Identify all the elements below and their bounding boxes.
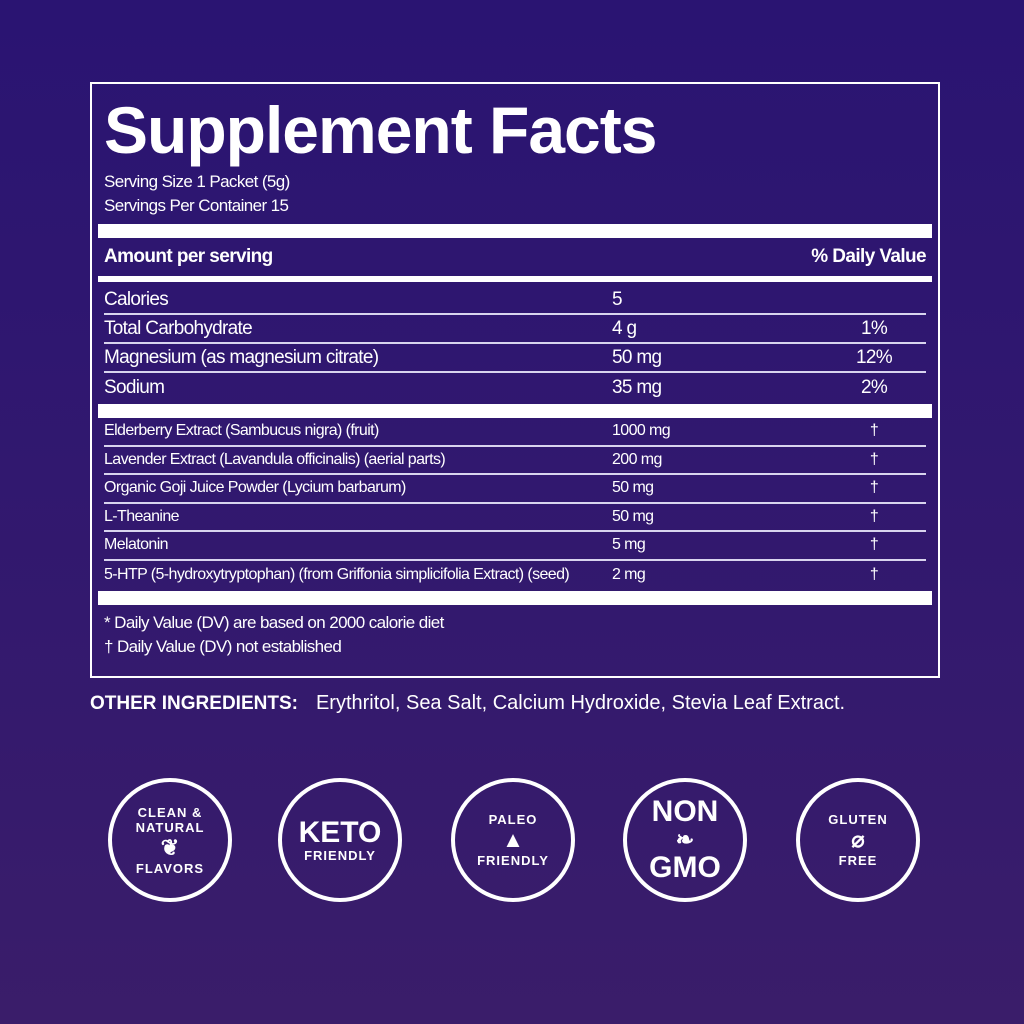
cell-amount: 1000 mg xyxy=(612,422,671,440)
table-row: Sodium 35 mg 2% xyxy=(104,373,926,402)
cell-name: Sodium xyxy=(104,376,165,398)
cell-name: Elderberry Extract (Sambucus nigra) (fru… xyxy=(104,422,379,440)
cell-name: Lavender Extract (Lavandula officinalis)… xyxy=(104,450,446,468)
serving-size: Serving Size 1 Packet (5g) xyxy=(104,172,290,191)
cell-dv: 1% xyxy=(860,317,888,339)
badge-top-text: NON xyxy=(651,795,719,828)
cell-name: Total Carbohydrate xyxy=(104,317,253,339)
footnote: * Daily Value (DV) are based on 2000 cal… xyxy=(104,613,444,632)
cell-amount: 50 mg xyxy=(612,507,654,525)
cell-amount: 5 mg xyxy=(612,536,646,554)
cell-amount: 4 g xyxy=(612,317,637,339)
table-row: Elderberry Extract (Sambucus nigra) (fru… xyxy=(104,418,926,447)
amount-header: Amount per serving xyxy=(104,246,273,267)
cell-amount: 35 mg xyxy=(612,376,662,398)
cell-dv: † xyxy=(869,565,879,583)
table-row: Magnesium (as magnesium citrate) 50 mg 12% xyxy=(104,344,926,373)
badge-bottom-text: FREE xyxy=(838,853,878,868)
cell-name: Melatonin xyxy=(104,536,169,554)
divider xyxy=(98,276,932,282)
cell-name: 5-HTP (5-hydroxytryptophan) (from Griffo… xyxy=(104,565,570,583)
cell-amount: 50 mg xyxy=(612,479,654,497)
leaf-drop-icon: ❦ xyxy=(160,834,180,860)
ingredient-list: Elderberry Extract (Sambucus nigra) (fru… xyxy=(104,418,926,589)
badge-bottom-text: GMO xyxy=(649,851,721,884)
cell-name: L-Theanine xyxy=(104,507,180,525)
table-row: Melatonin 5 mg † xyxy=(104,532,926,561)
cell-dv: † xyxy=(869,507,879,525)
badge-paleo-arrowhead: PALEO ▲ FRIENDLY xyxy=(451,778,575,902)
sprout-icon: ❧ xyxy=(675,827,695,852)
badge-top-text: CLEAN & NATURAL xyxy=(135,804,205,835)
badge-bottom-text: FLAVORS xyxy=(135,860,205,876)
table-row: 5-HTP (5-hydroxytryptophan) (from Griffo… xyxy=(104,561,926,590)
table-row: Organic Goji Juice Powder (Lycium barbar… xyxy=(104,475,926,504)
wheat-crossed-icon: ⌀ xyxy=(851,827,865,852)
badge-bottom-text: FRIENDLY xyxy=(304,847,376,863)
badge-bottom-text: FRIENDLY xyxy=(477,853,549,868)
dv-header: % Daily Value xyxy=(811,246,926,267)
divider xyxy=(98,404,932,418)
badge-wheat-crossed: GLUTEN ⌀ FREE xyxy=(796,778,920,902)
cell-dv: † xyxy=(869,422,879,440)
cell-dv: † xyxy=(869,479,879,497)
other-ingredients: OTHER INGREDIENTS: Erythritol, Sea Salt, … xyxy=(90,692,845,715)
cell-name: Organic Goji Juice Powder (Lycium barbar… xyxy=(104,479,406,497)
cell-dv: 2% xyxy=(860,376,888,398)
cell-amount: 2 mg xyxy=(612,565,646,583)
cell-amount: 5 xyxy=(612,288,623,310)
supplement-facts-panel: Supplement Facts Serving Size 1 Packet (… xyxy=(90,82,940,678)
badge-keto: KETO FRIENDLY xyxy=(278,778,402,902)
badge-top-text: GLUTEN xyxy=(828,812,888,827)
cell-name: Calories xyxy=(104,288,169,310)
table-row: L-Theanine 50 mg † xyxy=(104,504,926,532)
divider xyxy=(98,224,932,238)
badge-top-text: PALEO xyxy=(488,812,538,827)
other-ingredients-value: Erythritol, Sea Salt, Calcium Hydroxide,… xyxy=(315,692,846,714)
cell-dv: 12% xyxy=(856,346,893,368)
table-header: Amount per serving % Daily Value xyxy=(104,238,927,276)
cell-amount: 200 mg xyxy=(612,450,662,468)
table-row: Lavender Extract (Lavandula officinalis)… xyxy=(104,447,926,475)
badge-top-text: KETO xyxy=(298,815,382,849)
cell-dv: † xyxy=(869,450,879,468)
servings-per-container: Servings Per Container 15 xyxy=(104,196,289,215)
table-row: Calories 5 xyxy=(104,286,926,315)
footnote: † Daily Value (DV) not established xyxy=(104,637,342,656)
cell-name: Magnesium (as magnesium citrate) xyxy=(104,346,379,368)
panel-title: Supplement Facts xyxy=(104,93,657,167)
paleo-arrowhead-icon: ▲ xyxy=(502,827,524,852)
other-ingredients-label: OTHER INGREDIENTS: xyxy=(90,693,298,714)
badge-leaf-drop: CLEAN & NATURAL ❦ FLAVORS xyxy=(108,778,232,902)
divider xyxy=(98,591,932,605)
cell-dv: † xyxy=(869,536,879,554)
nutrient-list: Calories 5 Total Carbohydrate 4 g 1% Magnesiu… xyxy=(104,286,926,402)
table-row: Total Carbohydrate 4 g 1% xyxy=(104,315,926,344)
badge-sprout: NON ❧ GMO xyxy=(623,778,747,902)
cell-amount: 50 mg xyxy=(612,346,662,368)
